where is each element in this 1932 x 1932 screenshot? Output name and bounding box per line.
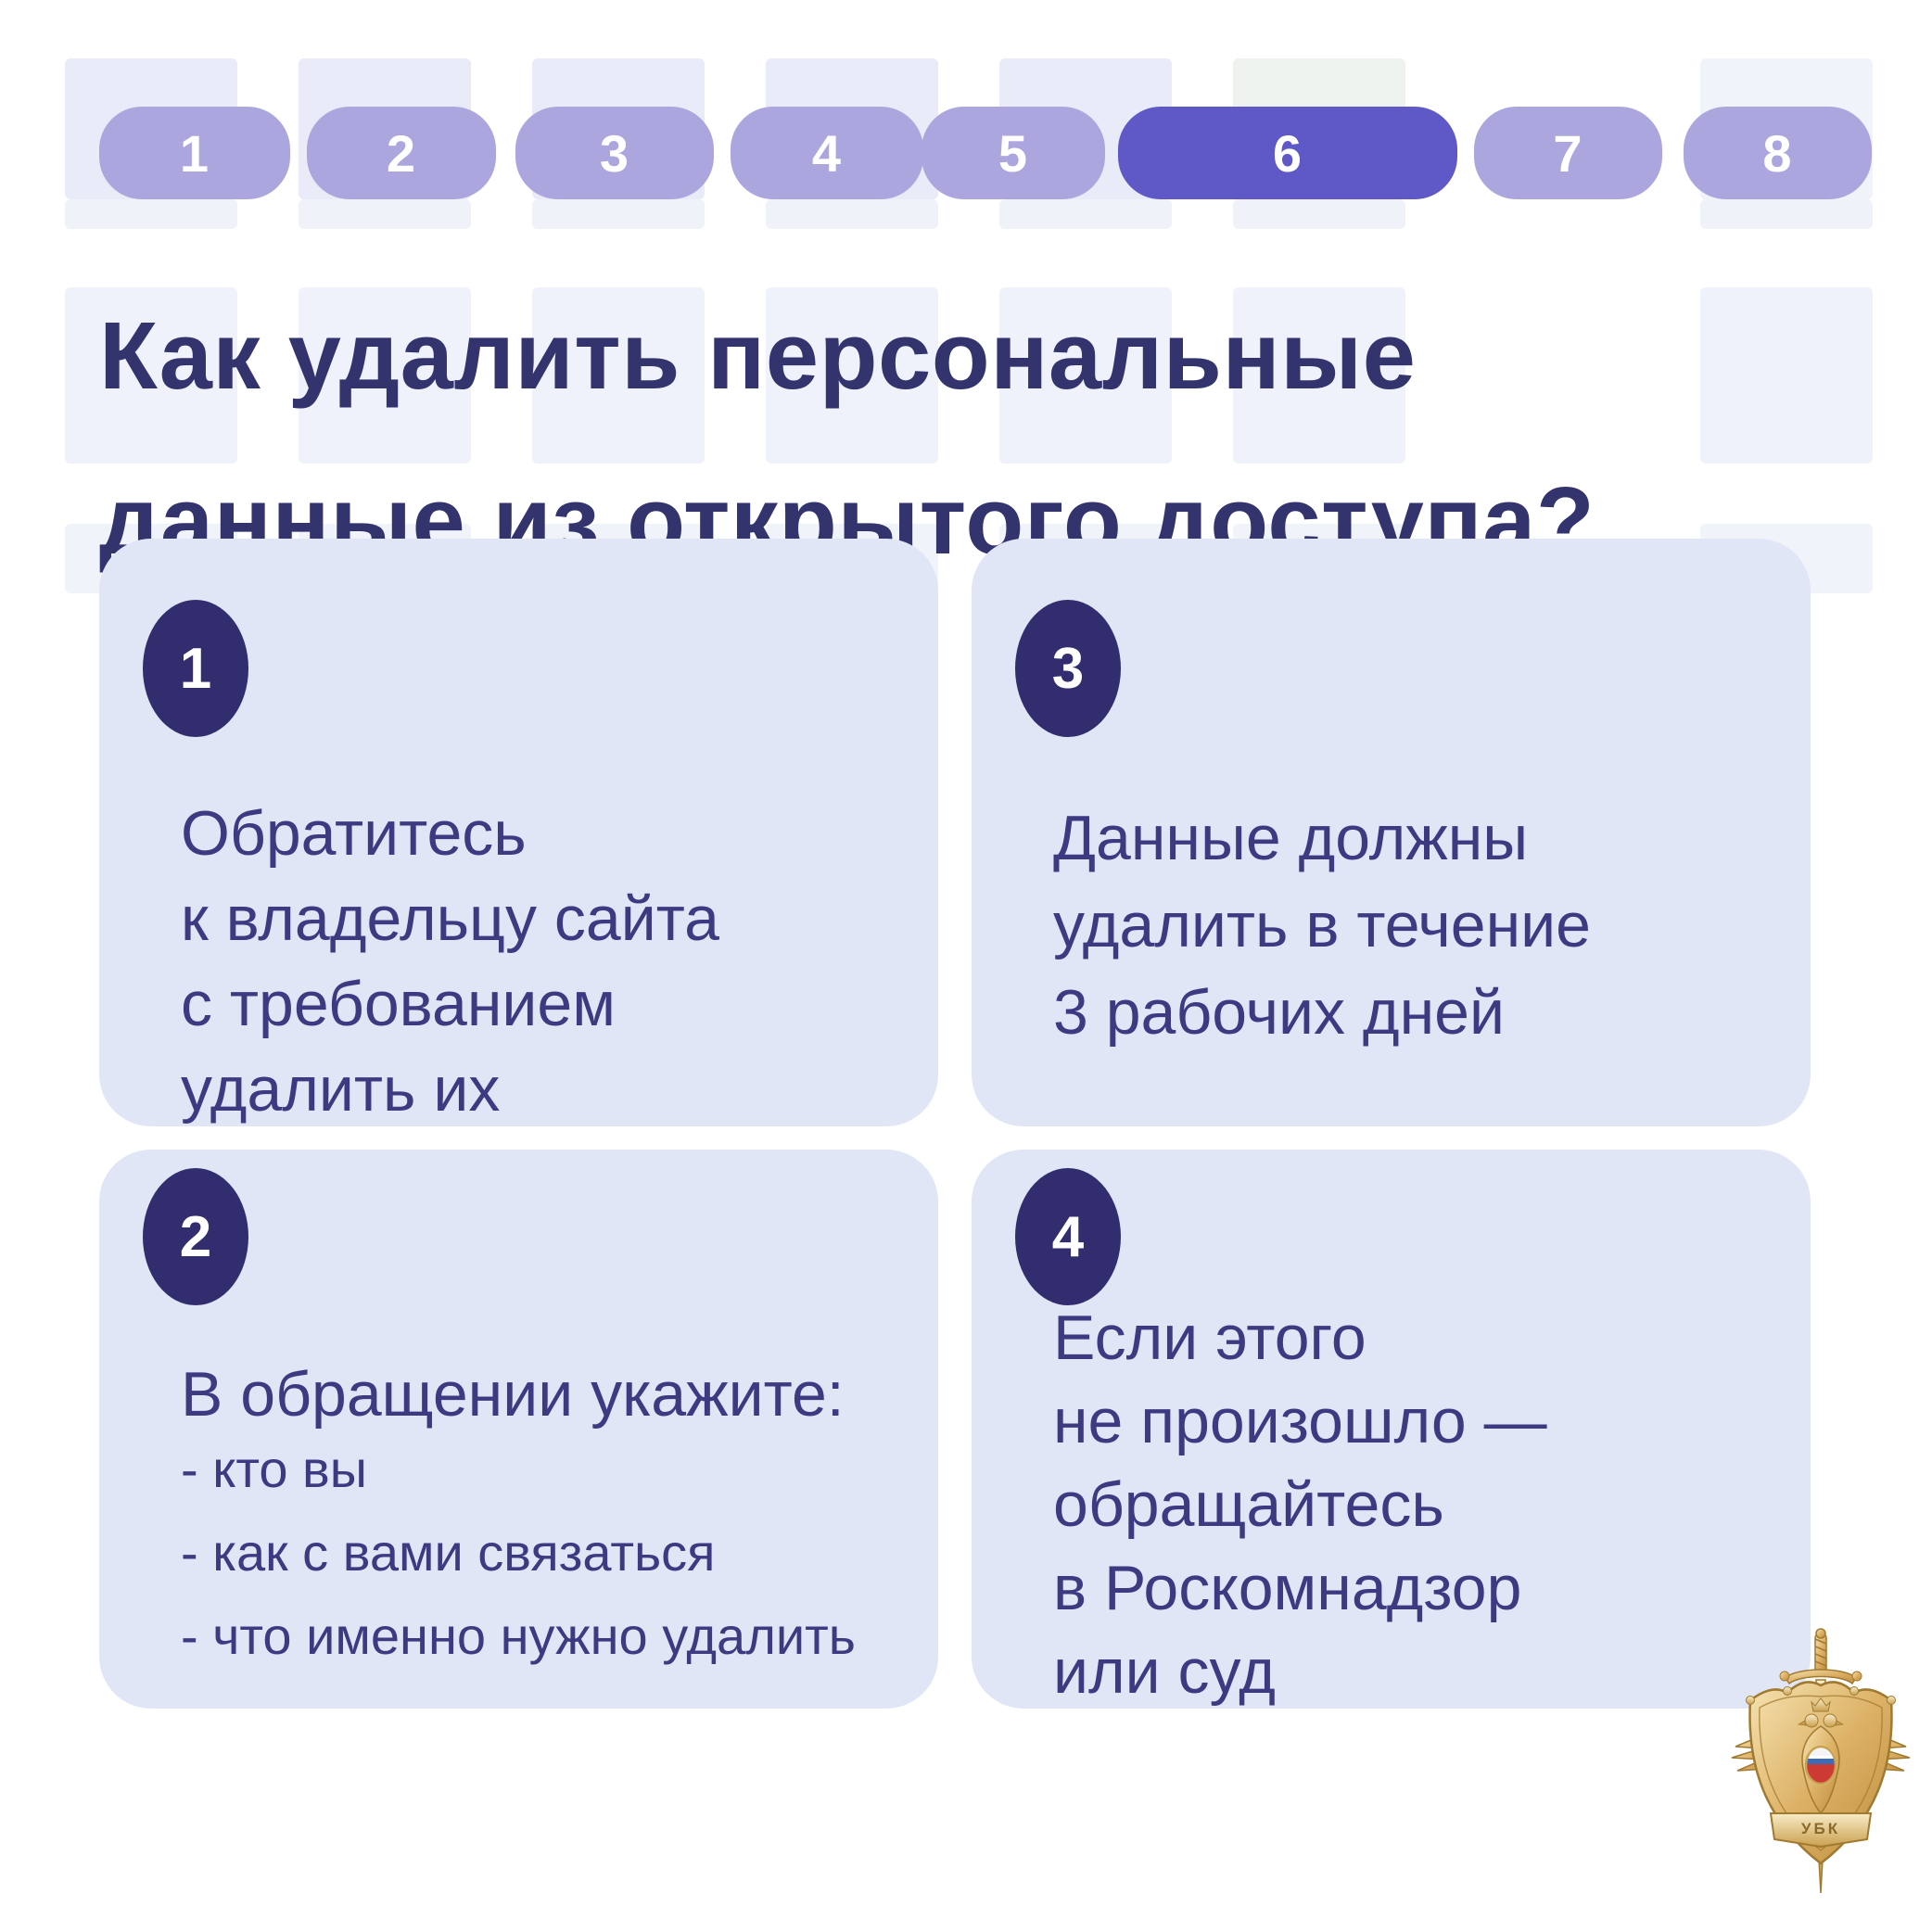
- step-card-2: 2 В обращении укажите: - кто вы - как с …: [99, 1150, 938, 1709]
- step-card-2-heading: В обращении укажите:: [181, 1359, 845, 1430]
- step-pill-5[interactable]: 5: [922, 107, 1105, 199]
- step-pill-2[interactable]: 2: [307, 107, 496, 199]
- step-card-2-bullets: - кто вы - как с вами связаться - что им…: [181, 1440, 856, 1665]
- step-pill-3[interactable]: 3: [515, 107, 714, 199]
- step-number-badge-3: 3: [1015, 600, 1121, 737]
- step-pill-1[interactable]: 1: [99, 107, 290, 199]
- step-card-1: 1 Обратитесь к владельцу сайта с требова…: [99, 539, 938, 1126]
- step-pill-6-active[interactable]: 6: [1118, 107, 1457, 199]
- background-pattern-row-2: [0, 199, 1932, 229]
- step-card-3-text: Данные должны удалить в течение 3 рабочи…: [1053, 803, 1591, 1048]
- mvd-ubk-emblem-icon: УБК: [1730, 1628, 1912, 1897]
- emblem-ribbon-label: УБК: [1801, 1820, 1840, 1837]
- step-number-badge-4: 4: [1015, 1168, 1121, 1305]
- step-pill-7[interactable]: 7: [1474, 107, 1662, 199]
- step-card-3: 3 Данные должны удалить в течение 3 рабо…: [972, 539, 1811, 1126]
- step-card-4: 4 Если этого не произошло — обращайтесь …: [972, 1150, 1811, 1709]
- step-card-4-text: Если этого не произошло — обращайтесь в …: [1053, 1303, 1547, 1707]
- step-number-badge-1: 1: [143, 600, 248, 737]
- step-number-badge-2: 2: [143, 1168, 248, 1305]
- step-card-1-text: Обратитесь к владельцу сайта с требовани…: [181, 798, 719, 1125]
- step-pill-8[interactable]: 8: [1684, 107, 1872, 199]
- step-pill-4[interactable]: 4: [731, 107, 923, 199]
